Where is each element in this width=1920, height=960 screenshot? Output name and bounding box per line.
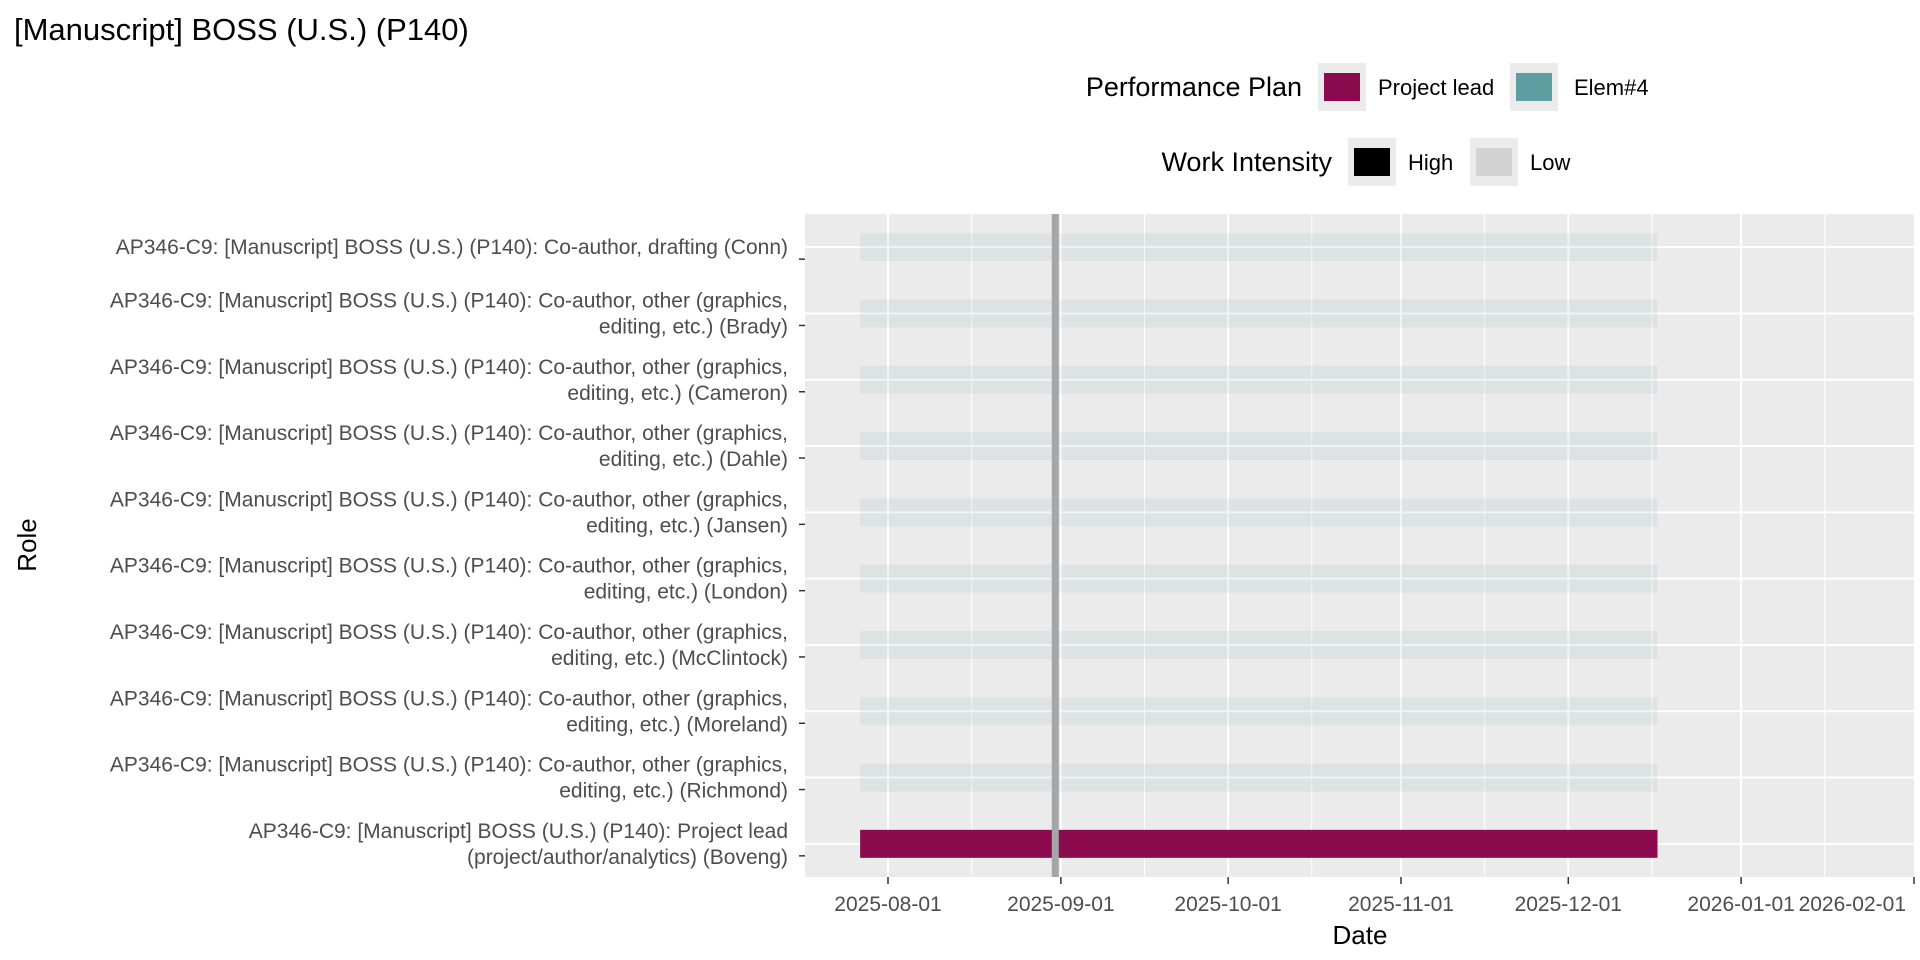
x-tick-label: 2025-09-01 bbox=[1007, 893, 1114, 916]
legend-key bbox=[1324, 73, 1360, 101]
x-axis-title: Date bbox=[1333, 920, 1388, 950]
y-tick-label: AP346-C9: [Manuscript] BOSS (U.S.) (P140… bbox=[110, 422, 788, 445]
x-tick-label: 2026-02-01 bbox=[1799, 893, 1906, 916]
task-bar bbox=[860, 365, 1658, 394]
x-tick-label: 2026-01-01 bbox=[1687, 893, 1794, 916]
task-bar bbox=[860, 564, 1658, 593]
legend-title: Work Intensity bbox=[1161, 147, 1332, 177]
task-bar bbox=[860, 432, 1658, 461]
legend: Performance Plan Project lead Elem#4 Work I… bbox=[1086, 63, 1649, 186]
task-bar bbox=[860, 299, 1658, 328]
y-tick-label: editing, etc.) (Dahle) bbox=[599, 448, 788, 471]
x-tick-label: 2025-10-01 bbox=[1174, 893, 1281, 916]
y-tick-label: editing, etc.) (Moreland) bbox=[566, 713, 788, 736]
x-axis: 2025-08-01 2025-09-01 2025-10-01 2025-11-01… bbox=[834, 877, 1915, 916]
y-tick-label: AP346-C9: [Manuscript] BOSS (U.S.) (P140… bbox=[110, 488, 788, 511]
y-tick-label: AP346-C9: [Manuscript] BOSS (U.S.) (P140… bbox=[110, 555, 788, 578]
task-bar bbox=[860, 697, 1658, 726]
chart-title: [Manuscript] BOSS (U.S.) (P140) bbox=[14, 12, 469, 47]
task-bar bbox=[860, 829, 1658, 858]
y-tick-label: editing, etc.) (Cameron) bbox=[567, 382, 788, 405]
x-tick-label: 2025-11-01 bbox=[1348, 893, 1454, 916]
y-tick-label: AP346-C9: [Manuscript] BOSS (U.S.) (P140… bbox=[110, 621, 788, 644]
legend-label: High bbox=[1408, 150, 1453, 175]
y-tick-label: editing, etc.) (Brady) bbox=[599, 315, 788, 338]
y-tick-label: AP346-C9: [Manuscript] BOSS (U.S.) (P140… bbox=[110, 356, 788, 379]
grid bbox=[805, 214, 1914, 877]
y-tick-label: editing, etc.) (Jansen) bbox=[586, 514, 788, 537]
task-bar bbox=[860, 498, 1658, 527]
y-tick-label: AP346-C9: [Manuscript] BOSS (U.S.) (P140… bbox=[110, 687, 788, 710]
legend-label: Elem#4 bbox=[1574, 75, 1649, 100]
legend-key bbox=[1476, 148, 1512, 176]
legend-label: Low bbox=[1530, 150, 1570, 175]
bars bbox=[860, 233, 1658, 858]
task-bar bbox=[860, 630, 1658, 659]
y-tick-label: (project/author/analytics) (Boveng) bbox=[467, 846, 788, 869]
legend-label: Project lead bbox=[1378, 75, 1494, 100]
task-bar bbox=[860, 763, 1658, 792]
y-tick-label: AP346-C9: [Manuscript] BOSS (U.S.) (P140… bbox=[116, 236, 788, 259]
y-tick-label: editing, etc.) (London) bbox=[584, 581, 788, 604]
y-tick-label: AP346-C9: [Manuscript] BOSS (U.S.) (P140… bbox=[110, 289, 788, 312]
legend-key bbox=[1354, 148, 1390, 176]
x-tick-label: 2025-08-01 bbox=[834, 893, 941, 916]
y-tick-label: AP346-C9: [Manuscript] BOSS (U.S.) (P140… bbox=[110, 754, 788, 777]
plot-panel bbox=[805, 214, 1914, 877]
task-bar bbox=[860, 233, 1658, 262]
y-tick-label: editing, etc.) (Richmond) bbox=[559, 780, 788, 803]
y-axis-title: Role bbox=[12, 518, 42, 571]
legend-key bbox=[1516, 73, 1552, 101]
x-tick-label: 2025-12-01 bbox=[1515, 893, 1622, 916]
y-tick-label: editing, etc.) (McClintock) bbox=[551, 647, 788, 670]
legend-title: Performance Plan bbox=[1086, 72, 1302, 102]
y-tick-label: AP346-C9: [Manuscript] BOSS (U.S.) (P140… bbox=[249, 820, 788, 843]
y-axis: AP346-C9: [Manuscript] BOSS (U.S.) (P140… bbox=[110, 236, 805, 869]
